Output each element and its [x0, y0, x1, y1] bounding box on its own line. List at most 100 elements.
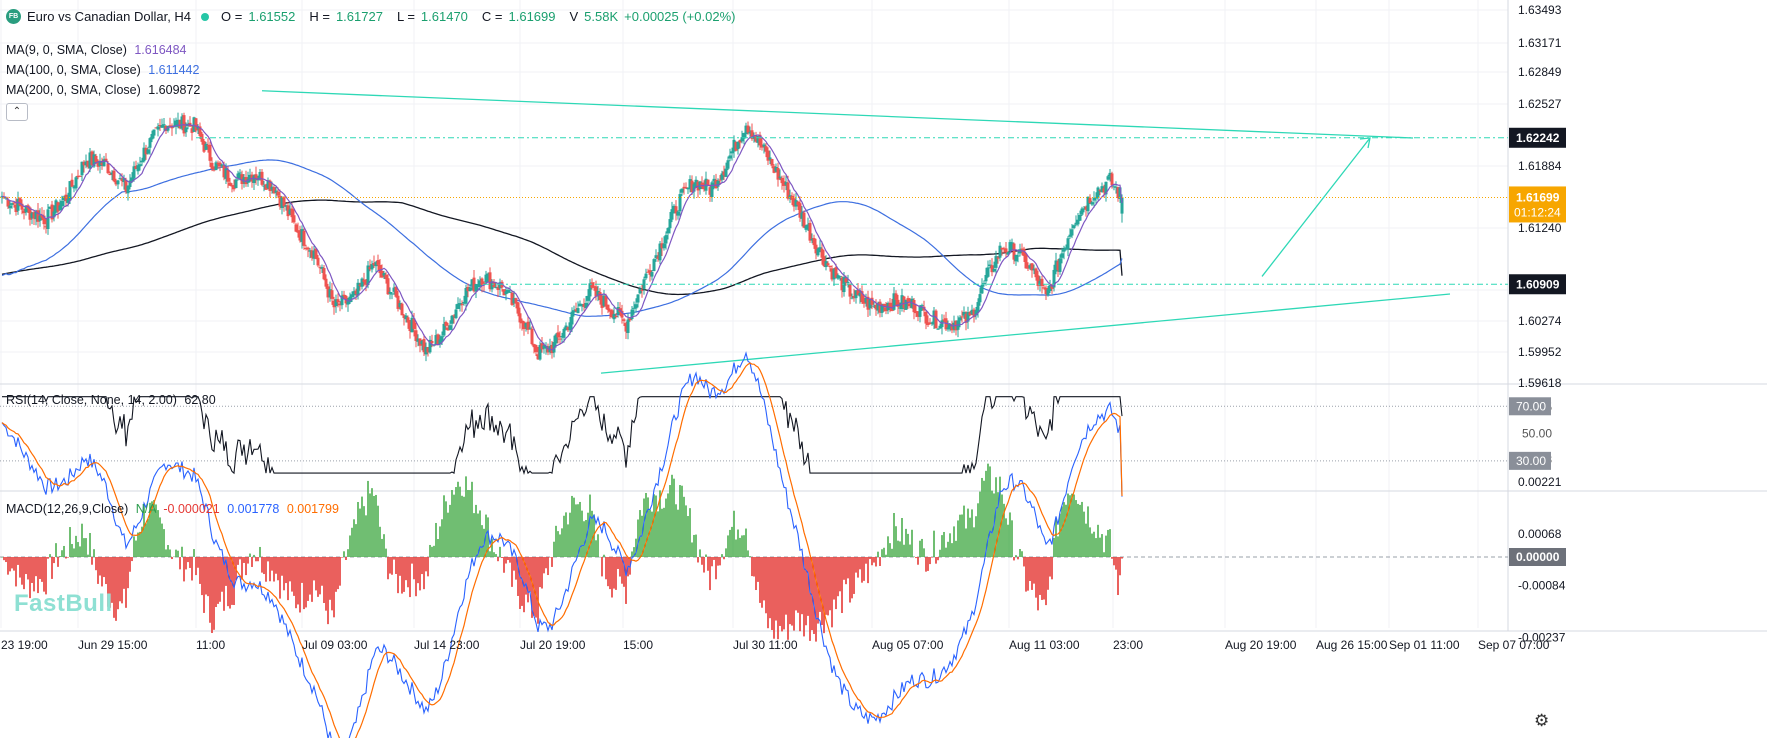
- candle-body: [144, 148, 148, 155]
- candle: [418, 338, 422, 353]
- signal-line: [1, 362, 1123, 743]
- candle: [50, 200, 54, 223]
- macd-hist-bar: [795, 557, 797, 611]
- candle: [990, 258, 994, 277]
- candle: [736, 141, 740, 155]
- candle: [972, 307, 976, 323]
- candle-body: [530, 328, 534, 345]
- candle: [680, 188, 684, 196]
- macd-hist-bar: [679, 485, 681, 557]
- candle-body: [1024, 254, 1028, 269]
- macd-hist-bar: [97, 557, 99, 584]
- candle: [1072, 224, 1076, 230]
- candle: [1028, 263, 1032, 270]
- candle: [946, 320, 950, 332]
- candle: [1112, 184, 1116, 191]
- lower-trendline: [600, 293, 1451, 374]
- macd-hist-bar: [953, 526, 955, 557]
- candle-body: [486, 273, 490, 276]
- macd-hist-bar: [807, 557, 809, 616]
- candle: [666, 227, 670, 240]
- candle-body: [1108, 172, 1112, 177]
- macd-hist-bar: [21, 557, 23, 585]
- macd-hist-bar: [715, 557, 717, 580]
- candle-body: [818, 247, 822, 250]
- macd-hist-bar: [735, 539, 737, 557]
- candle-body: [282, 197, 286, 207]
- macd-hist-bar: [399, 557, 401, 576]
- macd-hist-bar: [361, 496, 363, 557]
- candle-body: [1004, 248, 1008, 253]
- macd-hist-bar: [1077, 503, 1079, 557]
- time-tick-label: Jul 14 23:00: [414, 638, 480, 652]
- candle-body: [308, 250, 312, 252]
- candle: [540, 337, 544, 353]
- candle-body: [184, 127, 188, 133]
- macd-hist-bar: [367, 480, 369, 557]
- candle: [1074, 215, 1078, 227]
- time-tick-label: Jul 30 11:00: [733, 638, 798, 652]
- candle: [138, 156, 142, 171]
- candle-body: [604, 295, 608, 307]
- candle-body: [686, 187, 690, 190]
- symbol-title[interactable]: Euro vs Canadian Dollar, H4: [27, 9, 192, 24]
- gear-icon[interactable]: ⚙: [1534, 711, 1550, 730]
- candle: [100, 157, 104, 170]
- macd-hist-bar: [647, 497, 649, 557]
- candle: [294, 222, 298, 233]
- macd-hist-bar: [773, 557, 775, 639]
- candle-body: [1030, 263, 1034, 271]
- macd-hist-bar: [9, 557, 11, 572]
- macd-hist-bar: [1087, 506, 1089, 557]
- candle-body: [276, 191, 280, 196]
- macd-hist-bar: [703, 557, 705, 573]
- macd-hist-bar: [903, 544, 905, 557]
- macd-hist-bar: [379, 526, 381, 557]
- macd-hist-bar: [275, 557, 277, 574]
- macd-hist-bar: [39, 557, 41, 580]
- macd-hist-bar: [911, 529, 913, 557]
- candle: [396, 290, 400, 312]
- macd-hist-bar: [223, 557, 225, 611]
- macd-hist-bar: [1113, 557, 1115, 566]
- ma100-legend[interactable]: MA(100, 0, SMA, Close) 1.611442: [6, 63, 199, 77]
- candle-body: [300, 229, 304, 242]
- candle: [714, 173, 718, 190]
- candle: [416, 334, 420, 347]
- candle: [326, 283, 330, 303]
- candle: [554, 333, 558, 348]
- candle: [748, 126, 752, 137]
- candle: [686, 187, 690, 195]
- candle: [838, 275, 842, 281]
- macd-hist-bar: [35, 557, 37, 577]
- collapse-legend-button[interactable]: ⌃: [6, 103, 28, 121]
- ma200-legend[interactable]: MA(200, 0, SMA, Close) 1.609872: [6, 83, 200, 97]
- macd-hist-bar: [589, 494, 591, 557]
- macd-hist-bar: [579, 501, 581, 557]
- candle: [762, 142, 766, 154]
- time-tick-label: Jul 20 19:00: [520, 638, 586, 652]
- rsi-legend[interactable]: RSI(14, Close, None, 14, 2.00) 62.80: [6, 393, 216, 407]
- candle-body: [1072, 225, 1076, 229]
- candle-body: [366, 265, 370, 286]
- candle: [362, 272, 366, 287]
- macd-legend[interactable]: MACD(12,26,9,Close) N/A -0.000021 0.0017…: [6, 502, 339, 516]
- candle-body: [358, 284, 362, 286]
- macd-hist-bar: [963, 505, 965, 557]
- macd-hist-bar: [1029, 557, 1031, 582]
- candle-body: [398, 303, 402, 308]
- macd-hist-bar: [721, 554, 723, 557]
- candle: [1048, 279, 1052, 294]
- macd-hist-bar: [835, 557, 837, 610]
- candle-body: [204, 143, 208, 150]
- candle-body: [202, 141, 206, 152]
- candle: [498, 278, 502, 296]
- candle: [160, 118, 164, 129]
- macd-hist-bar: [131, 557, 133, 562]
- macd-hist-bar: [263, 557, 265, 575]
- candle-body: [978, 294, 982, 303]
- ma9-legend[interactable]: MA(9, 0, SMA, Close) 1.616484: [6, 43, 187, 57]
- candle-body: [736, 141, 740, 150]
